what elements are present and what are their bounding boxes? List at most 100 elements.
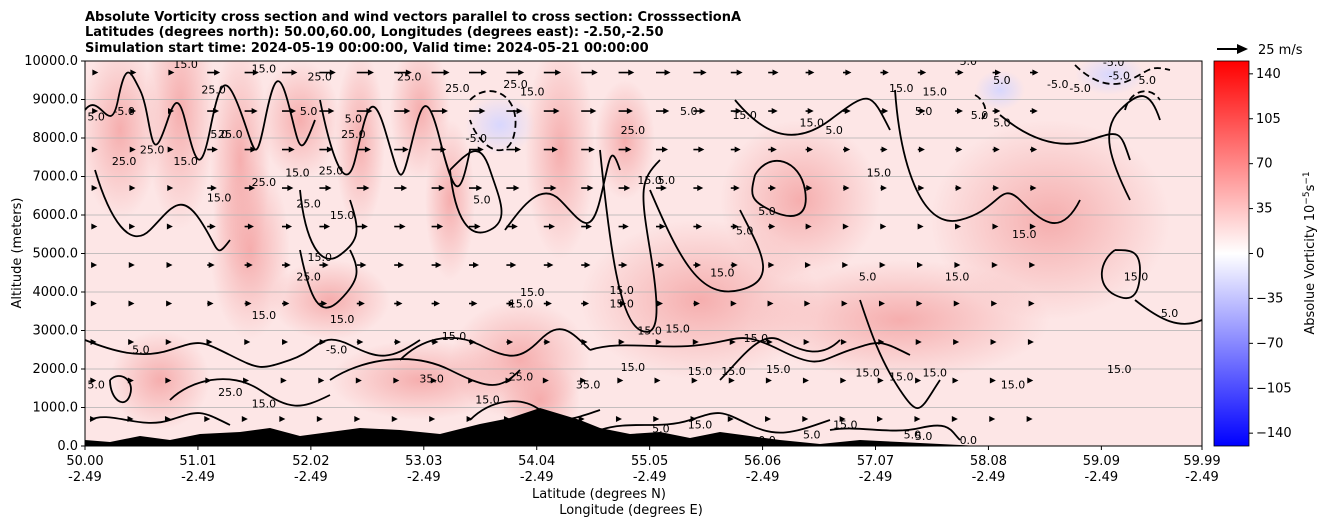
contour-label: 15.0 (889, 371, 914, 384)
contour-label: 15.0 (744, 332, 769, 345)
wind-vector (207, 262, 215, 269)
x-tick-label-latitude: 58.08 (970, 454, 1007, 469)
wind-vector (319, 262, 329, 269)
wind-vector (693, 108, 706, 115)
colorbar-tick-label: −70 (1256, 336, 1283, 351)
wind-vector-head (555, 69, 562, 76)
wind-vector (244, 108, 258, 115)
wind-vector (468, 377, 475, 384)
wind-vector-head (735, 108, 742, 115)
wind-vector (1030, 69, 1039, 76)
wind-vector (805, 69, 815, 76)
x-tick-label-longitude: -2.49 (633, 470, 667, 485)
wind-vector-head (405, 69, 412, 76)
contour-label: -5.0 (466, 132, 487, 145)
vorticity-shade (85, 61, 160, 220)
wind-vector (394, 262, 405, 269)
contour-label: 25.0 (112, 155, 137, 168)
wind-vector-head (881, 146, 888, 153)
contour-label: 0.0 (960, 434, 978, 447)
contour-label: -5.0 (113, 105, 134, 118)
wind-vector (394, 146, 409, 153)
wind-vector (319, 300, 328, 307)
wind-vector-head (953, 300, 960, 307)
vorticity-shade (425, 120, 475, 280)
wind-vector-head (771, 108, 778, 115)
contour-label: 5.0 (680, 105, 698, 118)
contour-label: 5.0 (132, 344, 150, 357)
wind-vector-head (542, 377, 549, 384)
wind-vector (841, 300, 848, 307)
contour-label: 5.0 (803, 428, 821, 441)
contour-line (999, 114, 1131, 161)
wind-vector-head (505, 377, 512, 384)
contour-label: 15.0 (285, 167, 310, 180)
wind-vector-head (617, 377, 624, 384)
wind-vector (244, 300, 252, 307)
wind-vector (207, 185, 217, 192)
wind-vector-head (432, 339, 439, 346)
wind-vector (581, 339, 588, 346)
x-axis-label-latitude: Latitude (degrees N) (532, 487, 666, 502)
wind-vector-head (768, 262, 775, 269)
wind-vector-head (804, 262, 811, 269)
wind-vector (168, 108, 175, 115)
wind-vector-head (393, 377, 400, 384)
contour-line (1134, 299, 1202, 325)
wind-vector (469, 339, 476, 346)
wind-vector-head (167, 146, 174, 153)
wind-vector-head (766, 339, 773, 346)
wind-vector (690, 416, 697, 423)
contour-label: 5.0 (915, 430, 933, 443)
wind-vector (842, 262, 849, 269)
wind-vector-head (130, 69, 137, 76)
vorticity-shade (930, 120, 1170, 320)
wind-vector (656, 300, 664, 307)
contour-label: 15.0 (520, 86, 545, 99)
wind-vector-head (474, 223, 481, 230)
contour-label: 5.0 (904, 428, 922, 441)
wind-vector-head (581, 339, 588, 346)
contour-label: 15.0 (833, 419, 858, 432)
wind-vector-head (765, 416, 772, 423)
wind-vector-head (625, 146, 632, 153)
wind-vector-head (877, 416, 884, 423)
wind-vector (953, 339, 960, 346)
wind-vector-head (1027, 339, 1034, 346)
wind-vector (394, 339, 401, 346)
vorticity-shade (595, 80, 655, 200)
wind-vector (765, 377, 772, 384)
wind-vector-head (402, 146, 409, 153)
contour-label: 0.0 (758, 434, 776, 447)
wind-vector (653, 416, 660, 423)
contour-label: 25.0 (201, 84, 226, 97)
wind-vector (840, 377, 847, 384)
wind-vector-head (324, 223, 331, 230)
contour-label: 5.0 (87, 378, 105, 391)
wind-vector-head (518, 69, 525, 76)
wind-vector-head (548, 223, 555, 230)
wind-vector-head (367, 69, 374, 76)
colorbar-tick-label: −35 (1256, 291, 1283, 306)
wind-vector-head (591, 69, 598, 76)
wind-vector (129, 185, 136, 192)
wind-vector (656, 108, 670, 115)
wind-vector (165, 339, 172, 346)
wind-vector (506, 262, 517, 269)
wind-vector-head (696, 223, 703, 230)
chart-title-line-1: Absolute Vorticity cross section and win… (85, 10, 741, 25)
y-tick-label: 3000.0 (33, 324, 79, 339)
wind-vector-head (166, 223, 173, 230)
contour-label: 15.0 (520, 286, 545, 299)
wind-vector (992, 146, 1000, 153)
wind-vector (431, 262, 442, 269)
contour-line (734, 97, 891, 136)
wind-vector (618, 146, 632, 153)
wind-vector (618, 69, 635, 76)
wind-vector (506, 223, 518, 230)
wind-vector-head (620, 300, 627, 307)
wind-vector (469, 185, 483, 192)
wind-vector (129, 223, 136, 230)
wind-vector (506, 339, 514, 346)
wind-vector-head (511, 223, 518, 230)
